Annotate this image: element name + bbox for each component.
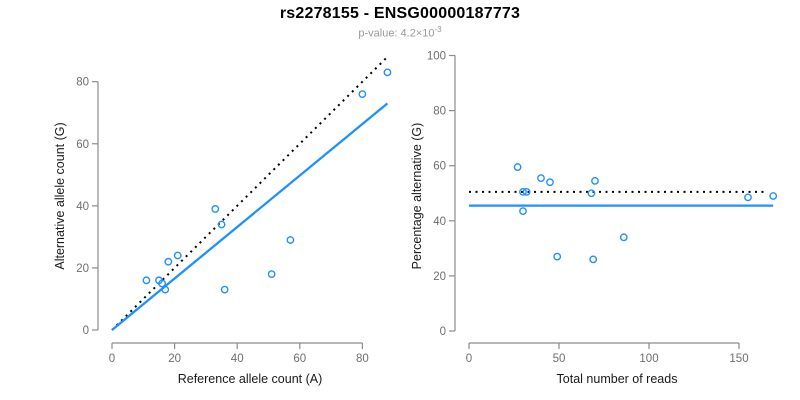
y-tick-label: 40 [433,216,446,228]
data-point [286,236,295,244]
data-point [522,187,531,196]
data-point [142,276,151,285]
x-axis-title: Reference allele count (A) [178,372,323,386]
data-point [161,285,170,294]
data-point [769,192,778,200]
y-tick-label: 100 [427,51,446,63]
x-tick-label: 150 [729,353,748,365]
x-axis-title: Total number of reads [557,372,678,386]
y-tick-label: 0 [440,326,446,338]
y-axis-title: Percentage alternative (G) [410,123,424,270]
x-tick-label: 100 [639,353,658,365]
x-tick-label: 0 [466,353,472,365]
y-tick-label: 0 [83,325,89,337]
y-tick-label: 80 [433,106,446,118]
data-point [519,187,527,196]
subtitle-exponent: -3 [434,25,442,34]
data-point [358,90,367,98]
x-tick-label: 0 [109,353,115,365]
data-point [211,205,220,213]
y-tick-label: 60 [76,139,89,151]
data-point [546,178,554,187]
y-tick-label: 60 [433,161,446,173]
y-tick-label: 80 [76,77,89,89]
data-point [173,251,182,260]
x-tick-label: 40 [231,353,244,365]
data-point [537,174,545,182]
data-point [589,255,598,264]
y-tick-label: 40 [76,201,89,213]
y-tick-label: 20 [76,263,89,275]
data-point [591,176,599,185]
data-point [383,68,392,77]
identity-line [111,56,389,331]
y-tick-label: 20 [433,271,446,283]
data-point [619,233,628,242]
data-point [744,193,752,202]
figure-subtitle: p-value: 4.2×10-3 [0,25,800,40]
data-point [587,189,596,198]
data-point [519,207,527,216]
y-axis-title: Alternative allele count (G) [53,122,67,269]
x-tick-label: 50 [553,353,566,365]
data-point [267,270,276,279]
data-point [164,257,173,266]
data-point [217,220,226,229]
fit-line [111,102,389,331]
x-tick-label: 20 [168,353,181,365]
subtitle-text: p-value: 4.2×10 [358,27,435,40]
figure-title: rs2278155 - ENSG00000187773 [279,5,521,22]
x-tick-label: 80 [356,353,369,365]
data-point [158,279,166,288]
x-tick-label: 60 [293,353,306,365]
data-point [220,285,229,294]
data-point [553,252,562,261]
data-point [513,163,522,171]
